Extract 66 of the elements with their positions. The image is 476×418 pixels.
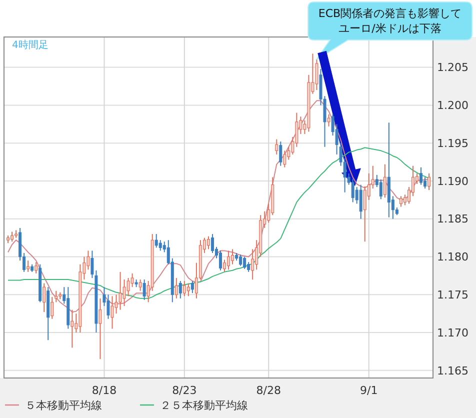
candlestick [427, 172, 430, 191]
candlestick [50, 296, 54, 320]
candlestick [251, 248, 254, 280]
y-tick-label: 1.190 [437, 174, 468, 188]
candlestick [399, 196, 402, 208]
candlestick [379, 178, 382, 200]
candlestick [351, 178, 354, 203]
candlestick [243, 256, 246, 270]
candlestick [182, 280, 186, 297]
candlestick [86, 250, 90, 270]
candlestick [158, 240, 162, 252]
candlestick [239, 254, 242, 266]
candlestick [98, 298, 102, 360]
x-tick-label: 9/1 [360, 384, 378, 397]
y-tick-label: 1.170 [437, 326, 468, 340]
candlestick [227, 250, 230, 270]
candlestick [118, 271, 122, 310]
candlestick [90, 250, 94, 278]
candlestick [219, 250, 222, 271]
y-tick-label: 1.165 [437, 364, 468, 378]
candlestick [106, 294, 110, 320]
candlestick [223, 259, 226, 272]
candlestick [206, 236, 210, 250]
x-tick-label: 8/18 [92, 384, 117, 397]
candlestick [231, 248, 234, 265]
candlestick [178, 280, 182, 299]
x-tick-label: 8/23 [172, 384, 197, 397]
candlestick [327, 114, 330, 127]
candlestick [34, 262, 38, 274]
candlestick [122, 278, 126, 307]
candlestick [126, 277, 130, 297]
candlestick [138, 278, 142, 292]
candlestick [26, 260, 30, 272]
candlestick [130, 272, 134, 288]
y-tick-label: 1.195 [437, 136, 468, 150]
candlestick [363, 186, 366, 242]
candlestick [359, 184, 362, 220]
y-tick-label: 1.200 [437, 99, 468, 112]
candlestick [190, 280, 194, 294]
y-tick-label: 1.205 [437, 61, 468, 74]
y-tick-label: 1.175 [437, 288, 468, 302]
candlestick [247, 262, 250, 272]
candlestick [423, 176, 426, 190]
candlestick [174, 277, 178, 299]
legend-label: ２５本移動平均線 [160, 399, 248, 412]
candlestick [70, 309, 74, 348]
y-tick-label: 1.180 [437, 250, 468, 264]
candlestick [42, 282, 46, 313]
candlestick [10, 231, 14, 242]
candlestick [110, 296, 114, 330]
candlestick [54, 290, 58, 303]
candlestick [419, 166, 422, 186]
candlestick [283, 150, 286, 168]
x-tick-label: 8/28 [256, 384, 281, 397]
candlestick [186, 282, 190, 297]
candlestick [210, 234, 214, 254]
candlestick [154, 234, 158, 248]
y-tick-label: 1.185 [437, 212, 468, 226]
candlestick [279, 141, 282, 166]
annotation: 4時間足 [12, 39, 48, 51]
candlestick [142, 278, 146, 300]
legend-label: ５本移動平均線 [25, 399, 102, 412]
candlestick [383, 164, 386, 198]
text: ECB関係者の発言も影響してユーロ/米ドルは下落 [318, 7, 462, 35]
candlestick [275, 138, 278, 155]
candlestick [315, 59, 318, 91]
